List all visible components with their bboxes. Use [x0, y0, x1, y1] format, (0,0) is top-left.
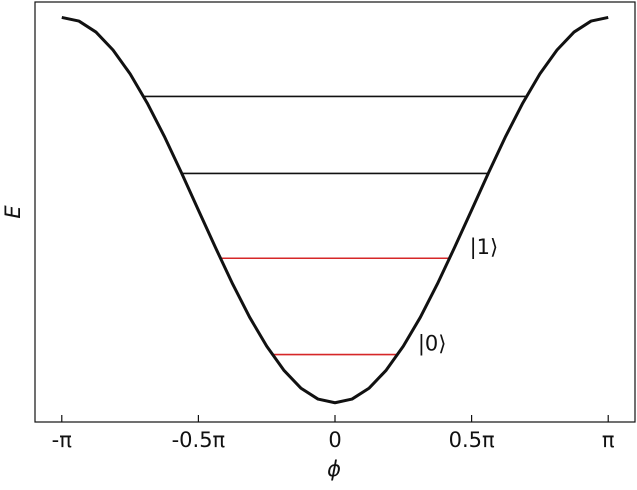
level-label: |1⟩ — [470, 235, 499, 260]
x-axis-label: ϕ — [327, 457, 341, 481]
x-tick-label: -π — [52, 428, 73, 452]
level-label: |0⟩ — [418, 332, 447, 357]
x-tick-label: π — [602, 428, 615, 452]
x-tick-label: 0 — [328, 428, 341, 452]
y-axis-label: E — [1, 205, 25, 219]
potential-curve — [61, 15, 609, 405]
x-tick-label: -0.5π — [172, 428, 226, 452]
x-tick-label: 0.5π — [449, 428, 495, 452]
